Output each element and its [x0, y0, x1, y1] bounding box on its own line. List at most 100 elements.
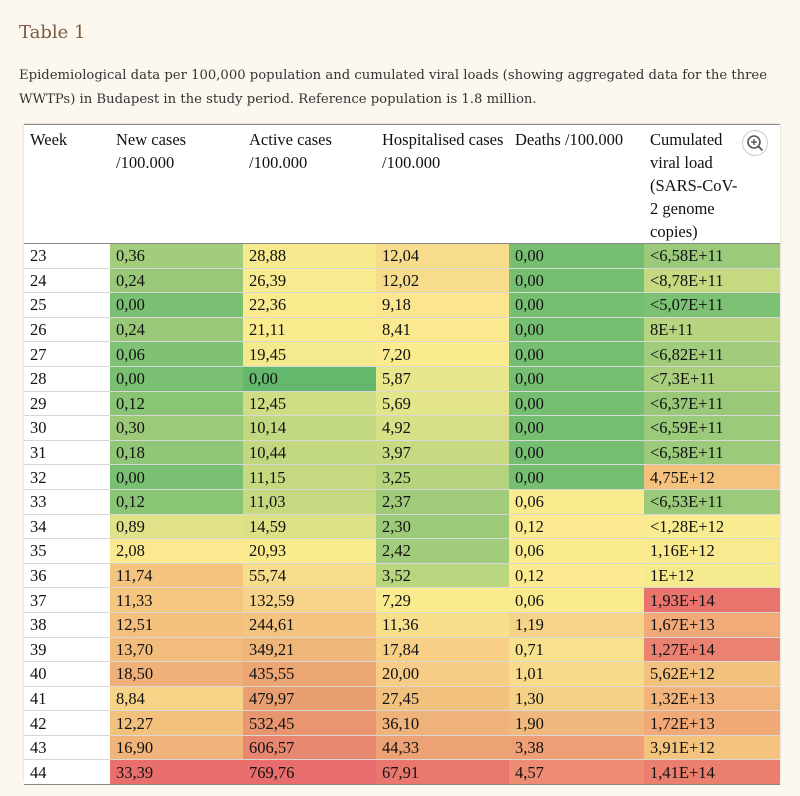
deaths-cell: 0,06 — [509, 587, 644, 613]
deaths-cell: 1,90 — [509, 710, 644, 736]
week-cell: 30 — [24, 415, 110, 441]
viral-load-cell: 1,27E+14 — [644, 637, 780, 663]
table-row: 29 0,12 12,45 5,69 0,00 <6,37E+11 — [24, 391, 780, 417]
hospitalised-cell: 2,37 — [376, 489, 509, 515]
new-cases-cell: 11,74 — [110, 563, 243, 589]
hospitalised-cell: 12,04 — [376, 243, 509, 269]
hospitalised-cell: 3,52 — [376, 563, 509, 589]
hospitalised-cell: 4,92 — [376, 415, 509, 441]
active-cases-cell: 349,21 — [243, 637, 376, 663]
active-cases-cell: 21,11 — [243, 317, 376, 343]
active-cases-cell: 606,57 — [243, 735, 376, 761]
week-cell: 40 — [24, 661, 110, 687]
active-cases-cell: 12,45 — [243, 391, 376, 417]
new-cases-cell: 0,89 — [110, 514, 243, 540]
deaths-cell: 0,06 — [509, 489, 644, 515]
new-cases-cell: 0,00 — [110, 366, 243, 392]
table-title: Table 1 — [19, 22, 86, 43]
header-week: Week — [24, 124, 110, 244]
week-cell: 28 — [24, 366, 110, 392]
new-cases-cell: 0,12 — [110, 489, 243, 515]
hospitalised-cell: 36,10 — [376, 710, 509, 736]
viral-load-cell: <6,53E+11 — [644, 489, 780, 515]
table-row: 36 11,74 55,74 3,52 0,12 1E+12 — [24, 563, 780, 589]
viral-load-cell: <5,07E+11 — [644, 292, 780, 318]
active-cases-cell: 769,76 — [243, 759, 376, 786]
zoom-in-icon[interactable] — [742, 130, 768, 156]
active-cases-cell: 22,36 — [243, 292, 376, 318]
hospitalised-cell: 67,91 — [376, 759, 509, 786]
hospitalised-cell: 5,87 — [376, 366, 509, 392]
deaths-cell: 4,57 — [509, 759, 644, 786]
viral-load-cell: 1,41E+14 — [644, 759, 780, 786]
deaths-cell: 0,06 — [509, 538, 644, 564]
deaths-cell: 0,00 — [509, 391, 644, 417]
hospitalised-cell: 7,29 — [376, 587, 509, 613]
table-row: 26 0,24 21,11 8,41 0,00 8E+11 — [24, 317, 780, 343]
deaths-cell: 1,01 — [509, 661, 644, 687]
deaths-cell: 0,00 — [509, 292, 644, 318]
new-cases-cell: 16,90 — [110, 735, 243, 761]
active-cases-cell: 20,93 — [243, 538, 376, 564]
deaths-cell: 0,00 — [509, 317, 644, 343]
active-cases-cell: 435,55 — [243, 661, 376, 687]
hospitalised-cell: 12,02 — [376, 268, 509, 294]
table-row: 24 0,24 26,39 12,02 0,00 <8,78E+11 — [24, 268, 780, 294]
active-cases-cell: 11,03 — [243, 489, 376, 515]
deaths-cell: 0,00 — [509, 464, 644, 490]
active-cases-cell: 26,39 — [243, 268, 376, 294]
active-cases-cell: 0,00 — [243, 366, 376, 392]
week-cell: 31 — [24, 440, 110, 466]
week-cell: 42 — [24, 710, 110, 736]
table-row: 33 0,12 11,03 2,37 0,06 <6,53E+11 — [24, 489, 780, 515]
table-row: 23 0,36 28,88 12,04 0,00 <6,58E+11 — [24, 243, 780, 269]
viral-load-cell: 1,67E+13 — [644, 612, 780, 638]
viral-load-cell: 1,72E+13 — [644, 710, 780, 736]
active-cases-cell: 532,45 — [243, 710, 376, 736]
deaths-cell: 1,30 — [509, 686, 644, 712]
table-row: 32 0,00 11,15 3,25 0,00 4,75E+12 — [24, 464, 780, 490]
deaths-cell: 0,00 — [509, 268, 644, 294]
new-cases-cell: 11,33 — [110, 587, 243, 613]
new-cases-cell: 0,06 — [110, 341, 243, 367]
week-cell: 25 — [24, 292, 110, 318]
deaths-cell: 0,12 — [509, 563, 644, 589]
new-cases-cell: 0,00 — [110, 292, 243, 318]
hospitalised-cell: 3,97 — [376, 440, 509, 466]
header-row: Week New cases /100.000 Active cases /10… — [24, 124, 780, 244]
viral-load-cell: <1,28E+12 — [644, 514, 780, 540]
viral-load-cell: 1E+12 — [644, 563, 780, 589]
week-cell: 38 — [24, 612, 110, 638]
hospitalised-cell: 7,20 — [376, 341, 509, 367]
week-cell: 41 — [24, 686, 110, 712]
active-cases-cell: 10,14 — [243, 415, 376, 441]
table-row: 28 0,00 0,00 5,87 0,00 <7,3E+11 — [24, 366, 780, 392]
week-cell: 23 — [24, 243, 110, 269]
viral-load-cell: <7,3E+11 — [644, 366, 780, 392]
table-row: 37 11,33 132,59 7,29 0,06 1,93E+14 — [24, 587, 780, 613]
new-cases-cell: 0,18 — [110, 440, 243, 466]
new-cases-cell: 0,30 — [110, 415, 243, 441]
week-cell: 37 — [24, 587, 110, 613]
week-cell: 26 — [24, 317, 110, 343]
table-row: 27 0,06 19,45 7,20 0,00 <6,82E+11 — [24, 341, 780, 367]
viral-load-cell: 4,75E+12 — [644, 464, 780, 490]
new-cases-cell: 12,51 — [110, 612, 243, 638]
viral-load-cell: 1,93E+14 — [644, 587, 780, 613]
week-cell: 36 — [24, 563, 110, 589]
deaths-cell: 0,12 — [509, 514, 644, 540]
hospitalised-cell: 44,33 — [376, 735, 509, 761]
deaths-cell: 0,00 — [509, 440, 644, 466]
active-cases-cell: 55,74 — [243, 563, 376, 589]
active-cases-cell: 14,59 — [243, 514, 376, 540]
active-cases-cell: 10,44 — [243, 440, 376, 466]
week-cell: 29 — [24, 391, 110, 417]
hospitalised-cell: 20,00 — [376, 661, 509, 687]
deaths-cell: 1,19 — [509, 612, 644, 638]
viral-load-cell: <6,82E+11 — [644, 341, 780, 367]
active-cases-cell: 19,45 — [243, 341, 376, 367]
active-cases-cell: 11,15 — [243, 464, 376, 490]
week-cell: 27 — [24, 341, 110, 367]
hospitalised-cell: 8,41 — [376, 317, 509, 343]
